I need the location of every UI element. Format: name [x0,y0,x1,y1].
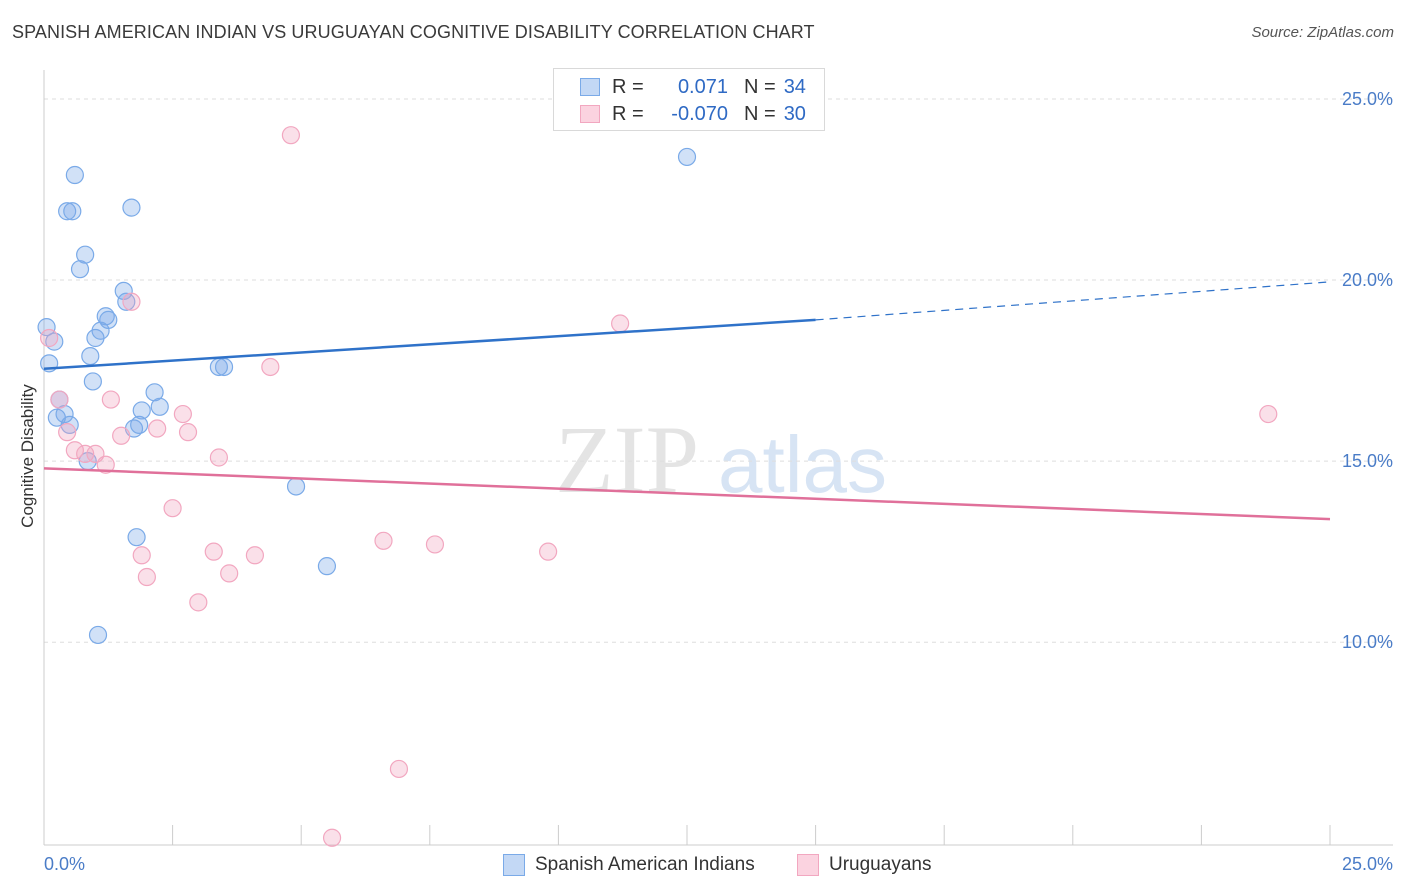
legend-r-value: -0.070 [671,102,728,125]
point-uruguayans [148,419,167,438]
point-uruguayans [322,828,342,847]
point-spanish-american-indians [286,477,306,496]
point-spanish-american-indians [150,397,169,416]
point-spanish-american-indians [65,165,84,185]
gridlines [44,98,1393,643]
point-spanish-american-indians [677,147,697,167]
point-spanish-american-indians [145,383,164,402]
point-spanish-american-indians [63,202,82,221]
point-uruguayans [425,535,445,554]
point-spanish-american-indians [81,346,100,366]
legend-r-label: R = [612,75,644,98]
point-spanish-american-indians [83,372,102,391]
x-tick-label: 0.0% [44,854,85,874]
legend-n-value: 34 [783,75,806,98]
point-uruguayans [220,564,239,583]
point-spanish-american-indians [132,401,151,420]
x-tick-label: 25.0% [1342,854,1393,874]
point-spanish-american-indians [117,292,136,311]
point-uruguayans [389,759,409,779]
point-uruguayans [204,542,223,561]
point-spanish-american-indians [76,245,95,264]
legend-row-spanish-american-indians: R = 0.071 N = 34 [580,74,806,100]
legend-n-value: 30 [783,102,806,125]
series-swatch-pink [797,854,819,876]
legend-n-label: N = [744,75,776,98]
point-uruguayans [261,357,280,377]
point-uruguayans [40,328,59,348]
y-tick-label: 25.0% [1342,89,1393,109]
point-uruguayans [112,426,131,445]
point-spanish-american-indians [214,357,234,377]
legend-row-uruguayans: R = -0.070 N = 30 [580,101,806,127]
y-tick-label: 20.0% [1342,270,1393,290]
chart-title: SPANISH AMERICAN INDIAN VS URUGUAYAN COG… [12,22,815,42]
watermark-atlas: atlas [718,420,887,509]
source-credit: Source: ZipAtlas.com [1251,24,1394,41]
point-spanish-american-indians [122,198,141,217]
x-tick-labels: 0.0% 25.0% [44,854,1393,874]
legend-swatch-pink [580,105,600,123]
point-uruguayans [189,593,208,612]
series-legend-uruguayans: Uruguayans [797,853,931,877]
legend-r-value: 0.071 [677,75,728,98]
point-uruguayans [137,567,156,587]
point-uruguayans [173,404,192,424]
axes [43,70,1393,846]
series-name: Uruguayans [829,854,932,875]
point-uruguayans [1259,404,1278,424]
point-spanish-american-indians [58,202,77,221]
legend-n-label: N = [744,102,776,125]
point-uruguayans [209,448,228,467]
legend-swatch-blue [580,78,600,96]
zipatlas-watermark: ZIP atlas [555,406,887,513]
point-uruguayans [374,531,393,550]
y-tick-label: 10.0% [1342,632,1393,652]
y-tick-label: 15.0% [1342,451,1393,471]
trend-line-extension [815,281,1331,321]
point-uruguayans [122,292,141,311]
point-spanish-american-indians [70,260,90,279]
series-name: Spanish American Indians [535,854,755,875]
point-uruguayans [101,390,120,409]
watermark-zip: ZIP [555,406,699,513]
point-spanish-american-indians [37,318,56,337]
point-spanish-american-indians [127,528,146,547]
point-spanish-american-indians [130,415,149,435]
point-spanish-american-indians [317,557,337,576]
series-swatch-blue [503,854,525,876]
legend-r-label: R = [612,102,644,125]
point-uruguayans [132,546,151,565]
trend-line-spanish-american-indians [43,318,816,371]
point-uruguayans [281,126,301,145]
point-spanish-american-indians [99,310,118,329]
data-points [37,126,1278,847]
y-tick-labels: 10.0% 15.0% 20.0% 25.0% [1342,89,1393,652]
point-spanish-american-indians [55,404,74,424]
point-uruguayans [539,542,558,561]
point-uruguayans [96,455,115,474]
series-legend-spanish-american-indians: Spanish American Indians [503,853,755,877]
point-uruguayans [50,390,69,409]
point-uruguayans [65,441,84,460]
point-uruguayans [611,314,630,333]
trend-line-uruguayans [43,467,1331,521]
point-spanish-american-indians [60,415,79,435]
point-uruguayans [245,546,265,565]
point-uruguayans [163,499,182,518]
point-uruguayans [178,423,198,442]
point-uruguayans [76,444,95,463]
trend-lines [43,281,1331,521]
point-uruguayans [58,423,77,442]
point-spanish-american-indians [88,625,108,645]
stats-legend: R = 0.071 N = 34 R = -0.070 N = 30 [553,68,825,131]
